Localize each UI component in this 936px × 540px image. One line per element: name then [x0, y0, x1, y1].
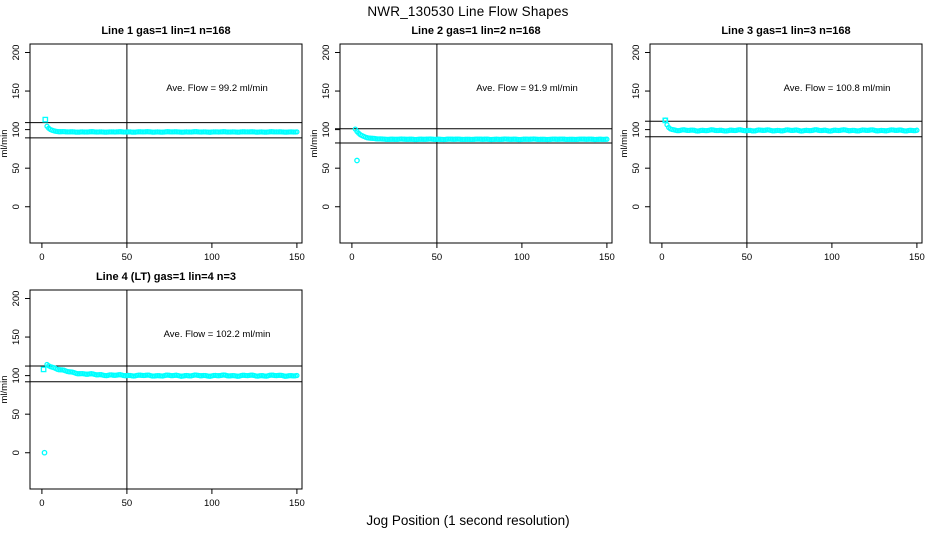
x-tick-label: 50: [432, 252, 443, 263]
y-tick-label: 50: [11, 409, 22, 420]
y-tick-label: 200: [11, 45, 22, 61]
panel-line2-chart: Line 2 gas=1 lin=2 n=168 0 50 100 150 0 50 100 1…: [309, 25, 615, 263]
y-axis-label: ml/min: [0, 376, 10, 404]
panel-line1-chart: Line 1 gas=1 lin=1 n=168 0 50 100 150 0 50 100 1…: [0, 25, 305, 263]
x-tick-label: 150: [289, 498, 305, 509]
x-tick-label: 150: [289, 252, 305, 263]
panel-line3-chart: Line 3 gas=1 lin=3 n=168 0 50 100 150 0 50 100 1…: [619, 25, 925, 263]
y-tick-label: 100: [11, 368, 22, 384]
y-tick-label: 100: [631, 122, 642, 138]
panel-title: Line 3 gas=1 lin=3 n=168: [721, 25, 850, 37]
x-tick-label: 150: [909, 252, 925, 263]
outlier-point: [41, 449, 48, 456]
y-axis-label: ml/min: [0, 130, 10, 158]
plot-box: [339, 43, 613, 244]
panel-title: Line 1 gas=1 lin=1 n=168: [101, 25, 230, 37]
outlier-point: [42, 116, 49, 123]
x-tick-label: 100: [824, 252, 840, 263]
y-tick-label: 200: [321, 45, 332, 61]
x-tick-label: 50: [122, 498, 133, 509]
data-points: [44, 123, 300, 135]
x-tick-label: 0: [659, 252, 664, 263]
y-tick-label: 150: [11, 329, 22, 345]
x-tick-label: 50: [742, 252, 753, 263]
y-tick-label: 100: [11, 122, 22, 138]
data-points: [352, 126, 610, 143]
y-tick-label: 0: [11, 204, 22, 209]
y-axis-label: ml/min: [619, 130, 630, 158]
outlier-point: [40, 366, 47, 373]
y-tick-label: 50: [11, 163, 22, 174]
y-tick-label: 0: [11, 450, 22, 455]
data-points: [44, 361, 300, 379]
y-tick-label: 0: [321, 204, 332, 209]
x-tick-label: 0: [349, 252, 354, 263]
y-tick-label: 150: [11, 83, 22, 99]
y-tick-label: 200: [11, 291, 22, 307]
x-tick-label: 0: [39, 498, 44, 509]
y-tick-label: 0: [631, 204, 642, 209]
ave-flow-annotation: Ave. Flow = 99.2 ml/min: [166, 83, 267, 94]
ave-flow-annotation: Ave. Flow = 91.9 ml/min: [476, 83, 577, 94]
panel-title: Line 2 gas=1 lin=2 n=168: [411, 25, 540, 37]
x-tick-label: 100: [204, 498, 220, 509]
panel-title: Line 4 (LT) gas=1 lin=4 n=3: [96, 271, 236, 283]
y-tick-label: 200: [631, 45, 642, 61]
outlier-point: [662, 117, 669, 124]
panel-line4-chart: Line 4 (LT) gas=1 lin=4 n=3 0 50 100 150 0 50 1…: [0, 271, 305, 509]
y-axis-label: ml/min: [309, 130, 320, 158]
ave-flow-annotation: Ave. Flow = 100.8 ml/min: [784, 83, 891, 94]
y-tick-label: 150: [321, 83, 332, 99]
plot-box: [649, 43, 923, 244]
y-tick-label: 50: [631, 163, 642, 174]
x-tick-label: 50: [122, 252, 133, 263]
main-title: NWR_130530 Line Flow Shapes: [367, 4, 569, 19]
data-points: [662, 117, 920, 134]
ave-flow-annotation: Ave. Flow = 102.2 ml/min: [164, 329, 271, 340]
x-tick-label: 100: [204, 252, 220, 263]
y-tick-label: 50: [321, 163, 332, 174]
y-tick-label: 150: [631, 83, 642, 99]
x-axis-label: Jog Position (1 second resolution): [366, 513, 570, 528]
x-tick-label: 100: [514, 252, 530, 263]
outlier-point: [354, 157, 360, 164]
y-tick-label: 100: [321, 122, 332, 138]
x-tick-label: 150: [599, 252, 615, 263]
plot-box: [29, 43, 303, 244]
plot-box: [29, 289, 303, 490]
x-tick-label: 0: [39, 252, 44, 263]
